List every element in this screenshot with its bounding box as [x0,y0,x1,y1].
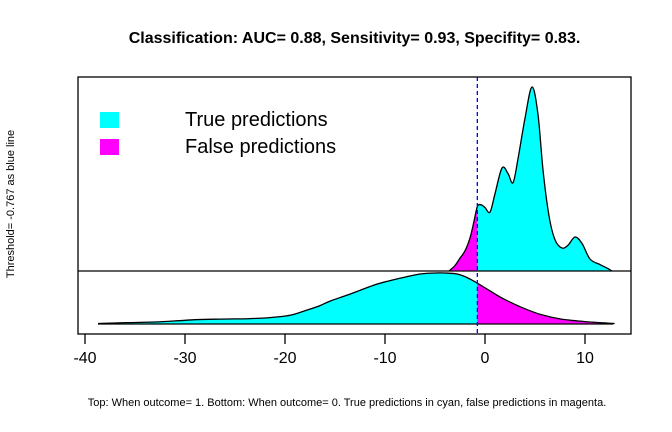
legend-label-false: False predictions [185,136,337,158]
x-axis [84,334,586,344]
true-predictions-swatch-icon [100,112,119,128]
x-tick-label: 0 [480,350,490,367]
x-tick-label: -40 [73,350,97,367]
caption: Top: When outcome= 1. Bottom: When outco… [87,397,607,409]
x-tick-label: -20 [273,350,297,367]
legend-item-true: True predictions [100,109,336,131]
false-predictions-swatch-icon [100,139,119,155]
top-density-fill-split [449,206,478,271]
legend-label-true: True predictions [185,109,328,131]
legend: True predictions False predictions [100,109,337,166]
x-tick-label: 10 [576,350,594,367]
top-density-fill-main [449,86,612,271]
top-density-outline [448,86,613,272]
bottom-density-fill-split [477,283,615,324]
x-tick-label: -10 [373,350,397,367]
bottom-density-outline [97,272,615,325]
legend-item-false: False predictions [100,136,337,158]
plot-box [77,76,632,335]
y-axis-label: Threshold= -0.767 as blue line [5,129,17,279]
x-tick-label: -30 [173,350,197,367]
chart-title: Classification: AUC= 0.88, Sensitivity= … [128,30,581,47]
plot-frame [77,76,632,335]
bottom-density-outcome-0 [97,272,615,325]
top-density-outcome-1 [448,86,613,272]
